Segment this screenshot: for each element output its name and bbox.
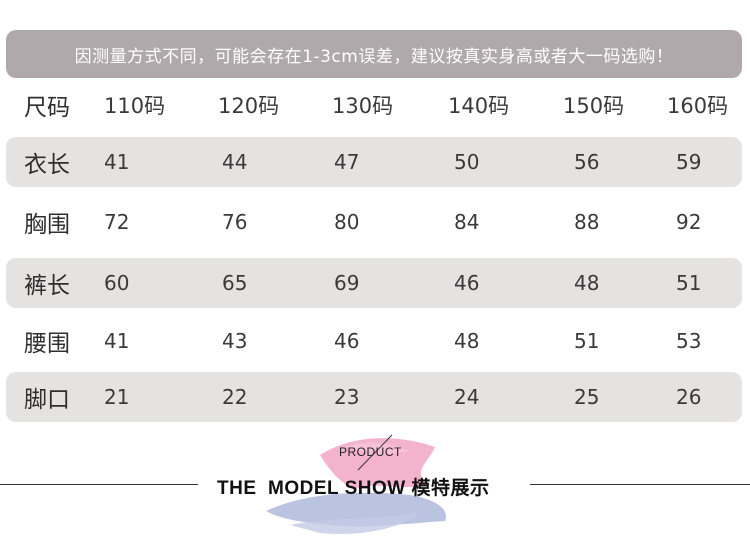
size-table: 尺码 110码 120码 130码 140码 150码 160码 衣长 41 4… bbox=[0, 80, 750, 422]
table-row: 胸围 72 76 80 84 88 92 bbox=[0, 197, 750, 247]
row-label: 裤长 bbox=[24, 273, 70, 299]
size-header-cell: 110码 bbox=[104, 94, 166, 118]
table-cell: 23 bbox=[334, 385, 360, 409]
table-cell: 56 bbox=[574, 150, 600, 174]
divider-line-left bbox=[0, 484, 198, 485]
table-cell: 88 bbox=[574, 210, 600, 234]
table-header-row: 尺码 110码 120码 130码 140码 150码 160码 bbox=[0, 80, 750, 130]
table-cell: 44 bbox=[222, 150, 248, 174]
product-label: PRODUCT bbox=[339, 445, 402, 459]
table-cell: 76 bbox=[222, 210, 248, 234]
size-header-cell: 160码 bbox=[667, 94, 729, 118]
table-cell: 65 bbox=[222, 271, 248, 295]
size-header-cell: 120码 bbox=[218, 94, 280, 118]
table-cell: 47 bbox=[334, 150, 360, 174]
table-cell: 21 bbox=[104, 385, 130, 409]
table-cell: 84 bbox=[454, 210, 480, 234]
table-cell: 48 bbox=[574, 271, 600, 295]
row-label: 衣长 bbox=[24, 152, 70, 178]
table-row: 腰围 41 43 46 48 51 53 bbox=[0, 316, 750, 366]
table-cell: 72 bbox=[104, 210, 130, 234]
table-cell: 50 bbox=[454, 150, 480, 174]
table-cell: 60 bbox=[104, 271, 130, 295]
row-label: 胸围 bbox=[24, 212, 70, 238]
size-header-cell: 150码 bbox=[563, 94, 625, 118]
table-cell: 59 bbox=[676, 150, 702, 174]
table-cell: 24 bbox=[454, 385, 480, 409]
table-row: 脚口 21 22 23 24 25 26 bbox=[0, 372, 750, 422]
divider-line-right bbox=[530, 484, 750, 485]
table-cell: 46 bbox=[334, 329, 360, 353]
table-cell: 53 bbox=[676, 329, 702, 353]
table-cell: 51 bbox=[676, 271, 702, 295]
table-cell: 25 bbox=[574, 385, 600, 409]
size-header-cell: 130码 bbox=[332, 94, 394, 118]
row-label: 脚口 bbox=[24, 387, 70, 413]
table-cell: 92 bbox=[676, 210, 702, 234]
size-header-label: 尺码 bbox=[24, 95, 70, 121]
table-cell: 80 bbox=[334, 210, 360, 234]
size-header-cell: 140码 bbox=[448, 94, 510, 118]
table-row: 裤长 60 65 69 46 48 51 bbox=[0, 258, 750, 308]
table-row: 衣长 41 44 47 50 56 59 bbox=[0, 137, 750, 187]
table-cell: 41 bbox=[104, 329, 130, 353]
table-cell: 51 bbox=[574, 329, 600, 353]
brush-stroke-decoration bbox=[266, 434, 446, 535]
table-cell: 26 bbox=[676, 385, 702, 409]
model-show-title: THE MODEL SHOW 模特展示 bbox=[217, 478, 490, 499]
row-label: 腰围 bbox=[24, 331, 70, 357]
table-cell: 46 bbox=[454, 271, 480, 295]
table-cell: 69 bbox=[334, 271, 360, 295]
table-cell: 48 bbox=[454, 329, 480, 353]
table-cell: 22 bbox=[222, 385, 248, 409]
model-show-banner: PRODUCT THE MODEL SHOW 模特展示 bbox=[0, 425, 750, 544]
table-cell: 41 bbox=[104, 150, 130, 174]
measurement-notice: 因测量方式不同，可能会存在1-3cm误差，建议按真实身高或者大一码选购！ bbox=[6, 30, 742, 78]
table-cell: 43 bbox=[222, 329, 248, 353]
